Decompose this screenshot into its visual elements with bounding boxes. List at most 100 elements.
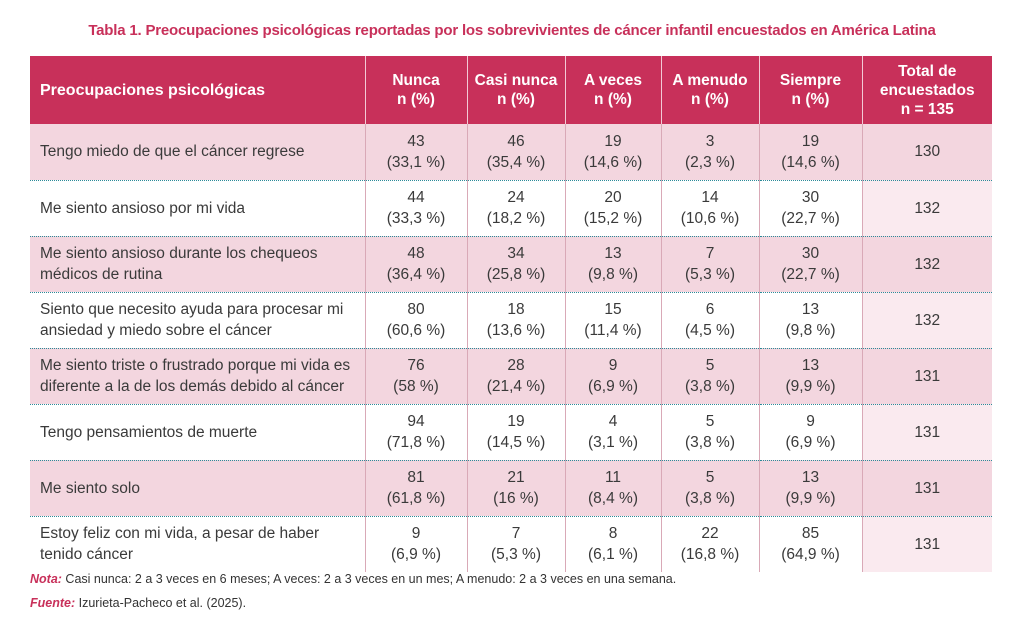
value-cell-siempre: 30 (22,7 %) xyxy=(758,180,862,236)
table-row: Me siento ansioso durante los chequeos m… xyxy=(30,236,992,292)
percent-value: (15,2 %) xyxy=(583,210,643,227)
percent-value: (3,8 %) xyxy=(685,434,735,451)
value-cell-a-menudo: 22 (16,8 %) xyxy=(660,516,759,572)
table-row: Me siento triste o frustrado porque mi v… xyxy=(30,348,992,404)
percent-value: (22,7 %) xyxy=(781,266,840,283)
value-cell-casi-nunca: 7 (5,3 %) xyxy=(466,516,565,572)
count-value: 13 xyxy=(604,245,622,262)
count-value: 30 xyxy=(801,189,820,206)
table-row: Estoy feliz con mi vida, a pesar de habe… xyxy=(30,516,992,572)
count-value: 30 xyxy=(801,245,820,262)
count-value: 9 xyxy=(608,357,618,374)
total-cell: 132 xyxy=(861,180,992,236)
value-cell-a-veces: 4 (3,1 %) xyxy=(564,404,661,460)
count-value: 76 xyxy=(407,357,425,374)
value-cell-nunca: 48 (36,4 %) xyxy=(364,236,467,292)
table-body: Tengo miedo de que el cáncer regrese 43 (3… xyxy=(30,124,992,572)
percent-value: (21,4 %) xyxy=(486,378,546,395)
source-label: Fuente: xyxy=(30,596,76,610)
concern-cell: Estoy feliz con mi vida, a pesar de habe… xyxy=(30,516,365,572)
percent-value: (36,4 %) xyxy=(386,266,446,283)
percent-value: (33,1 %) xyxy=(386,153,446,171)
table-source: Fuente: Izurieta-Pacheco et al. (2025). xyxy=(30,596,246,610)
caption-label: Tabla 1. xyxy=(88,22,142,39)
table-row: Siento que necesito ayuda para procesar … xyxy=(30,292,992,348)
count-value: 6 xyxy=(705,301,715,318)
count-value: 7 xyxy=(511,525,521,543)
concern-cell: Tengo miedo de que el cáncer regrese xyxy=(30,124,365,180)
value-cell-casi-nunca: 24 (18,2 %) xyxy=(466,180,565,236)
value-cell-a-veces: 8 (6,1 %) xyxy=(564,516,661,572)
percent-value: (14,6 %) xyxy=(781,153,840,171)
header-nunca: Nunca n (%) xyxy=(364,56,467,124)
concern-cell: Siento que necesito ayuda para procesar … xyxy=(30,292,365,348)
percent-value: (16 %) xyxy=(493,490,539,507)
percent-value: (6,9 %) xyxy=(391,546,441,564)
percent-value: (11,4 %) xyxy=(584,322,642,339)
table-caption: Tabla 1. Preocupaciones psicológicas rep… xyxy=(0,22,1024,39)
percent-value: (9,8 %) xyxy=(588,266,638,283)
percent-value: (64,9 %) xyxy=(781,546,840,564)
count-value: 8 xyxy=(608,525,618,543)
count-value: 11 xyxy=(604,469,622,486)
header-a-veces: A veces n (%) xyxy=(564,56,661,124)
percent-value: (6,9 %) xyxy=(588,378,638,395)
header-a-menudo: A menudo n (%) xyxy=(660,56,759,124)
value-cell-siempre: 13 (9,9 %) xyxy=(758,348,862,404)
count-value: 9 xyxy=(806,413,815,430)
concern-cell: Me siento triste o frustrado porque mi v… xyxy=(30,348,365,404)
count-value: 48 xyxy=(407,245,425,262)
table-row: Me siento solo 81 (61,8 %) 21 (16 %) 11 (8,4 %… xyxy=(30,460,992,516)
value-cell-siempre: 19 (14,6 %) xyxy=(758,124,862,180)
count-value: 14 xyxy=(701,189,719,206)
concern-cell: Me siento ansioso durante los chequeos m… xyxy=(30,236,365,292)
value-cell-a-veces: 15 (11,4 %) xyxy=(564,292,661,348)
percent-value: (13,6 %) xyxy=(486,322,546,339)
count-value: 18 xyxy=(507,301,525,318)
percent-value: (4,5 %) xyxy=(685,322,735,339)
percent-value: (14,6 %) xyxy=(583,153,643,171)
total-cell: 131 xyxy=(861,348,992,404)
percent-value: (3,1 %) xyxy=(588,434,638,451)
data-table: Preocupaciones psicológicas Nunca n (%) Cas… xyxy=(30,56,992,572)
value-cell-siempre: 85 (64,9 %) xyxy=(758,516,862,572)
value-cell-siempre: 13 (9,8 %) xyxy=(758,292,862,348)
count-value: 85 xyxy=(801,525,820,543)
value-cell-siempre: 30 (22,7 %) xyxy=(758,236,862,292)
value-cell-casi-nunca: 19 (14,5 %) xyxy=(466,404,565,460)
percent-value: (25,8 %) xyxy=(486,266,546,283)
caption-title: Preocupaciones psicológicas reportadas p… xyxy=(145,22,936,39)
count-value: 28 xyxy=(507,357,525,374)
value-cell-casi-nunca: 18 (13,6 %) xyxy=(466,292,565,348)
header-siempre: Siempre n (%) xyxy=(758,56,862,124)
value-cell-nunca: 94 (71,8 %) xyxy=(364,404,467,460)
percent-value: (3,8 %) xyxy=(685,490,735,507)
value-cell-casi-nunca: 46 (35,4 %) xyxy=(466,124,565,180)
table-row: Tengo pensamientos de muerte 94 (71,8 %) 19… xyxy=(30,404,992,460)
total-cell: 131 xyxy=(861,404,992,460)
value-cell-a-menudo: 14 (10,6 %) xyxy=(660,180,759,236)
percent-value: (2,3 %) xyxy=(685,153,735,171)
table-row: Me siento ansioso por mi vida 44 (33,3 %) 2… xyxy=(30,180,992,236)
count-value: 7 xyxy=(705,245,715,262)
total-cell: 131 xyxy=(861,460,992,516)
percent-value: (9,9 %) xyxy=(785,490,836,507)
concern-cell: Me siento ansioso por mi vida xyxy=(30,180,365,236)
count-value: 5 xyxy=(705,357,715,374)
percent-value: (22,7 %) xyxy=(781,210,840,227)
count-value: 13 xyxy=(801,357,820,374)
value-cell-siempre: 13 (9,9 %) xyxy=(758,460,862,516)
header-row: Preocupaciones psicológicas Nunca n (%) Cas… xyxy=(30,56,992,124)
count-value: 5 xyxy=(705,469,715,486)
value-cell-nunca: 80 (60,6 %) xyxy=(364,292,467,348)
concern-cell: Tengo pensamientos de muerte xyxy=(30,404,365,460)
count-value: 43 xyxy=(407,132,425,150)
percent-value: (58 %) xyxy=(393,378,439,395)
count-value: 20 xyxy=(604,189,622,206)
value-cell-a-veces: 20 (15,2 %) xyxy=(564,180,661,236)
value-cell-a-menudo: 5 (3,8 %) xyxy=(660,404,759,460)
count-value: 13 xyxy=(801,469,820,486)
percent-value: (33,3 %) xyxy=(386,210,446,227)
total-cell: 132 xyxy=(861,236,992,292)
header-concern: Preocupaciones psicológicas xyxy=(30,56,365,124)
